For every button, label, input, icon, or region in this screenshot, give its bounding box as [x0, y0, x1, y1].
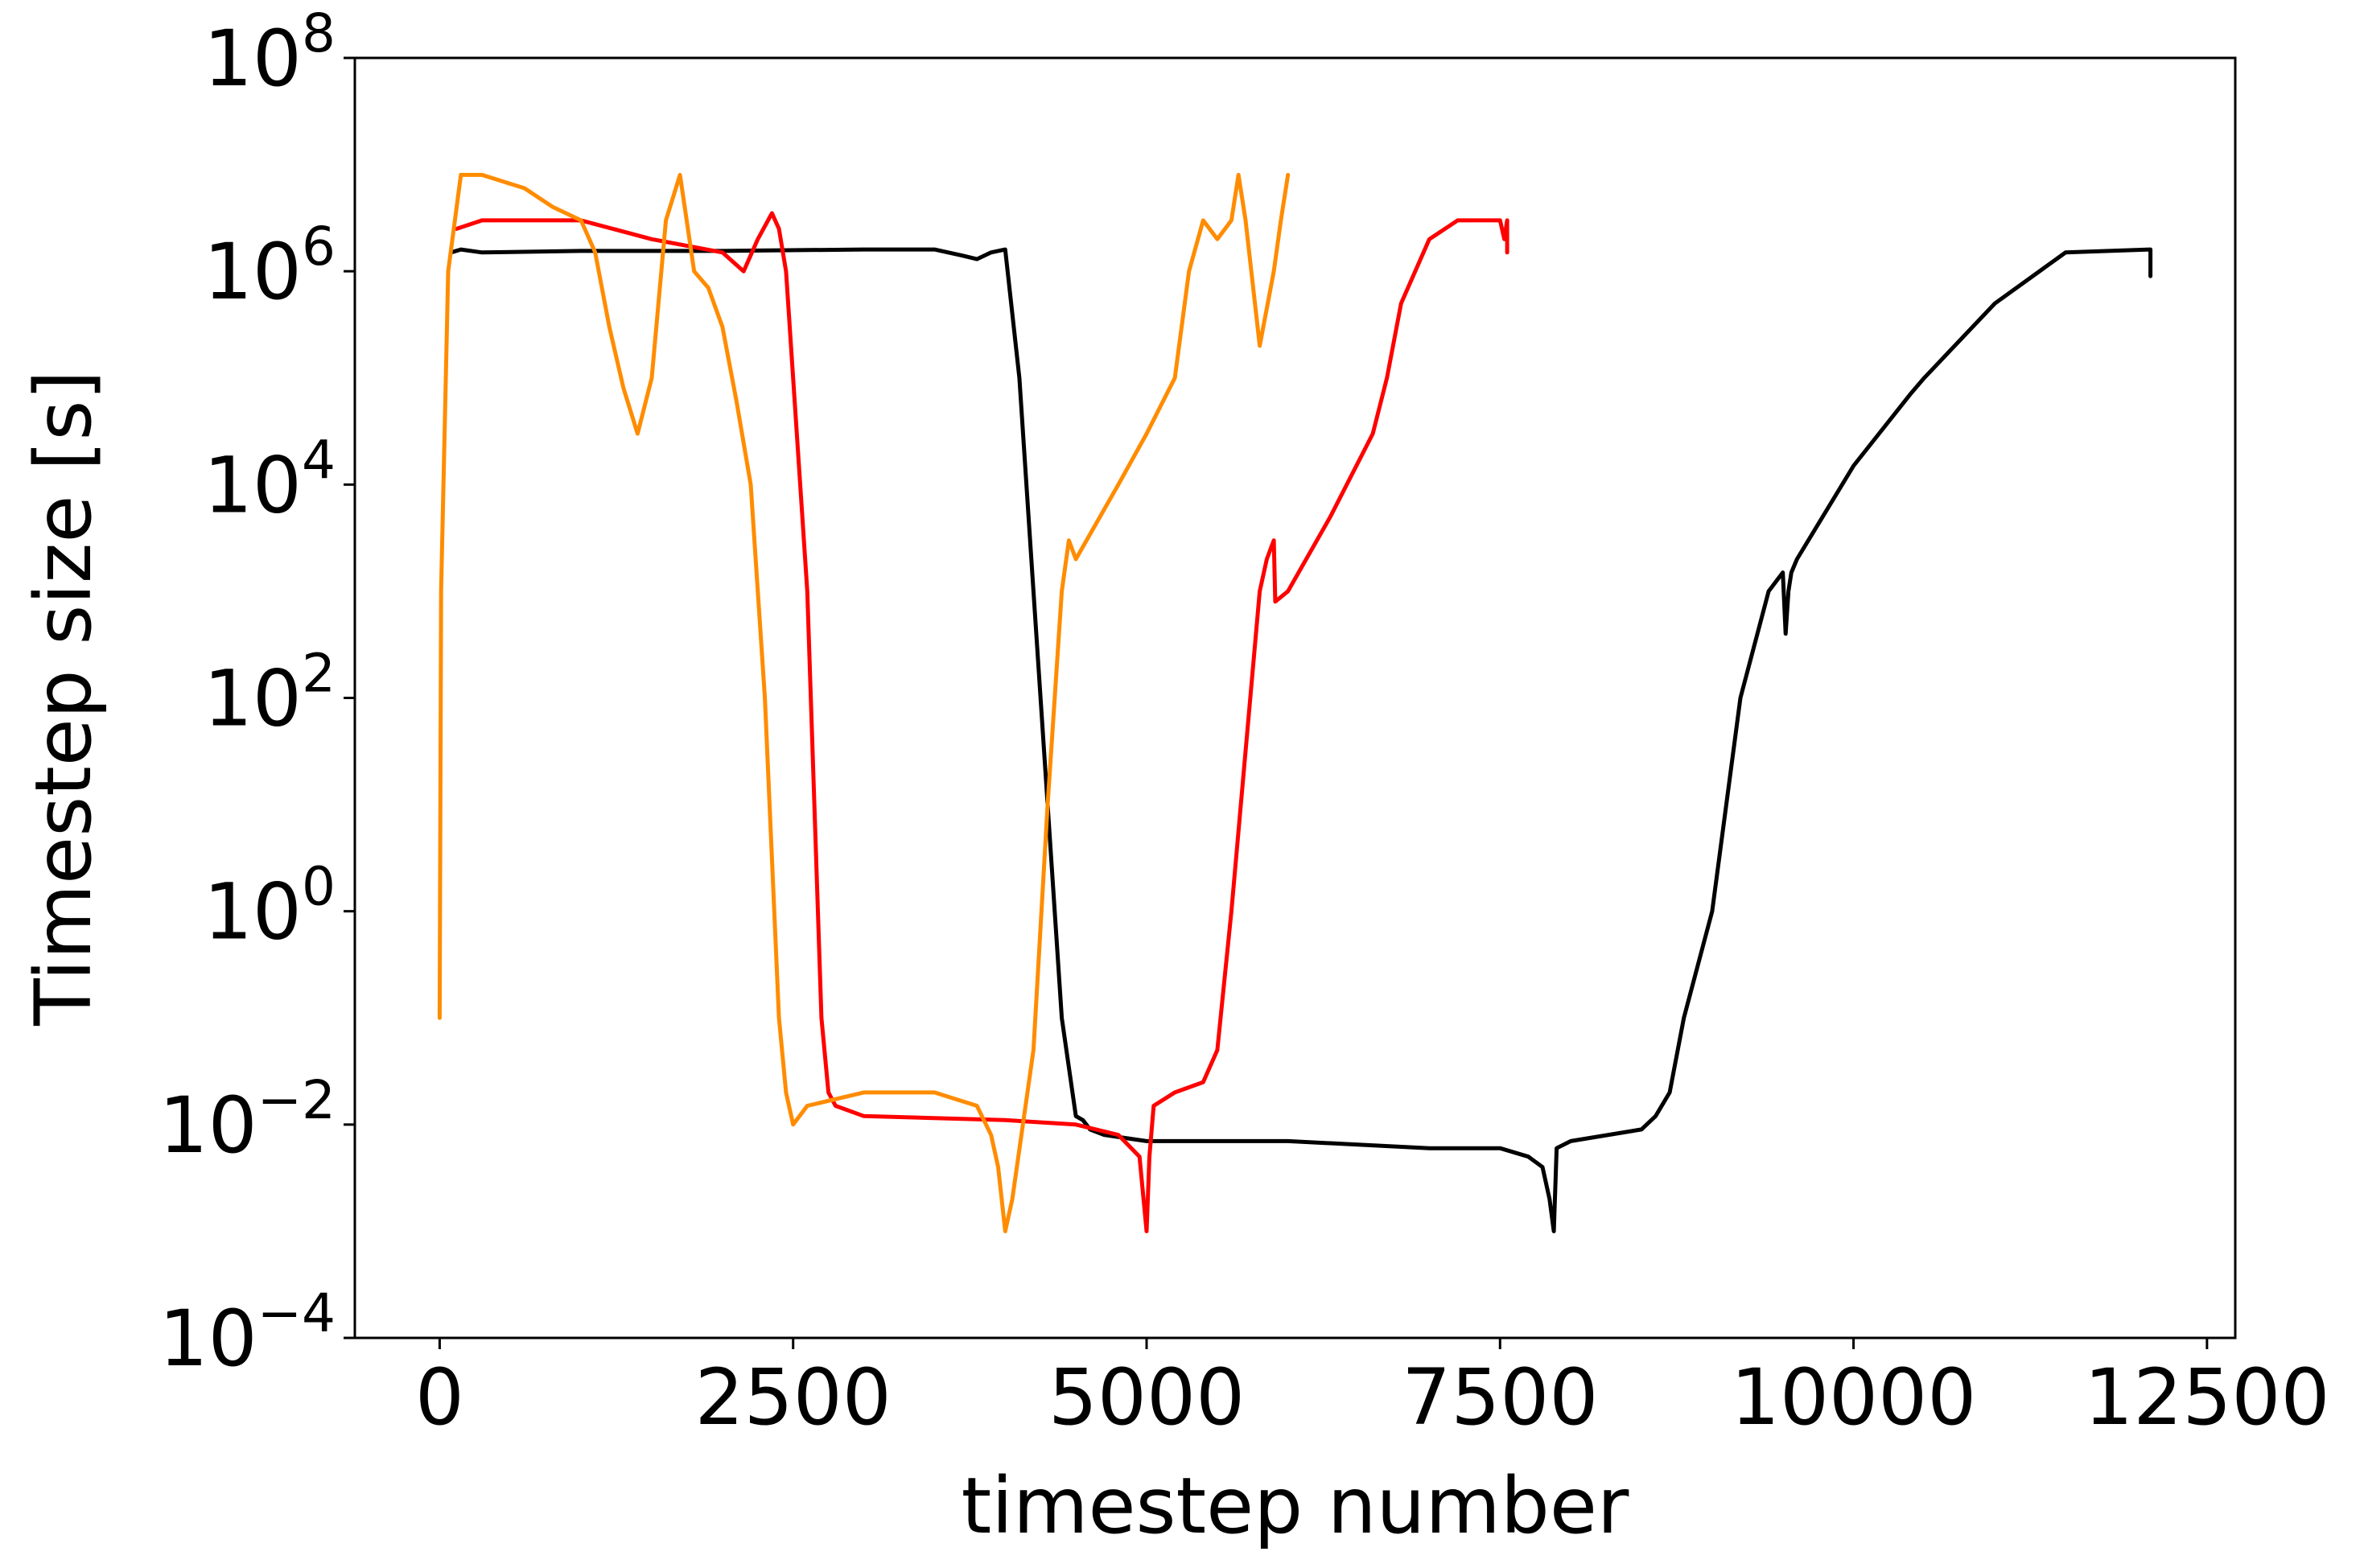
- y-tick-label: 100: [204, 856, 336, 957]
- y-axis: 10−4 10−2 100 102 104 106 108: [159, 2, 355, 1384]
- x-tick-label: 10000: [1731, 1352, 1976, 1442]
- x-tick-label: 0: [415, 1352, 464, 1442]
- series-layer: [437, 172, 2153, 1233]
- series-line-2: [455, 211, 1509, 1233]
- y-tick-label: 106: [204, 216, 336, 317]
- y-tick-label: 102: [204, 643, 336, 744]
- x-tick-label: 5000: [1048, 1352, 1245, 1442]
- series-line-1: [449, 247, 2153, 1233]
- series-line-3: [437, 172, 1291, 1233]
- y-tick-label: 10−2: [159, 1069, 336, 1171]
- x-axis: 0 2500 5000 7500 10000 12500: [415, 1338, 2330, 1442]
- y-axis-label: Timestep size [s]: [19, 370, 109, 1027]
- x-tick-label: 12500: [2084, 1352, 2329, 1442]
- x-axis-label: timestep number: [962, 1461, 1629, 1551]
- y-tick-label: 108: [204, 2, 336, 104]
- x-tick-label: 2500: [695, 1352, 892, 1442]
- y-tick-label: 104: [204, 429, 336, 530]
- x-tick-label: 7500: [1402, 1352, 1598, 1442]
- y-tick-label: 10−4: [159, 1282, 336, 1384]
